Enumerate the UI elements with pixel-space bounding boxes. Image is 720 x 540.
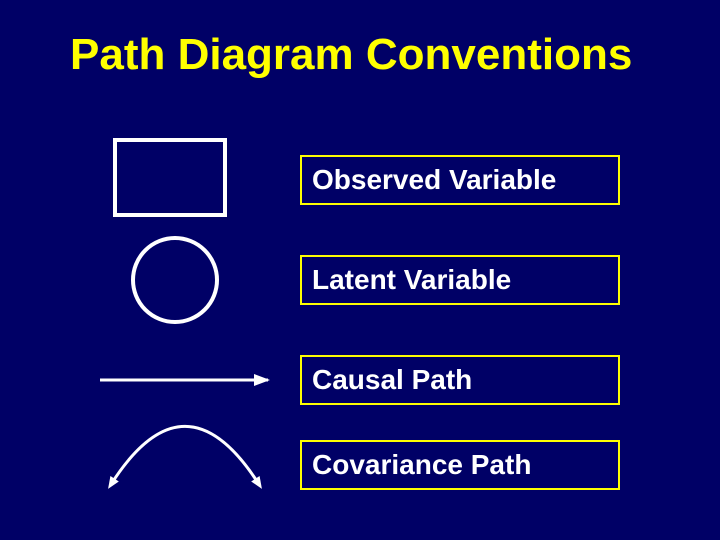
symbol-latent-circle [129,234,221,326]
legend-label-latent: Latent Variable [312,264,511,296]
legend-box-covariance: Covariance Path [300,440,620,490]
legend-label-observed: Observed Variable [312,164,556,196]
legend-box-observed: Observed Variable [300,155,620,205]
symbol-causal-arrow [92,372,278,388]
legend-label-covariance: Covariance Path [312,449,531,481]
symbol-observed-rect [111,136,229,219]
legend-label-causal: Causal Path [312,364,472,396]
symbol-covariance-arc [103,421,267,499]
legend-box-causal: Causal Path [300,355,620,405]
slide: Path Diagram Conventions Observed Variab… [0,0,720,540]
legend-box-latent: Latent Variable [300,255,620,305]
slide-title: Path Diagram Conventions [70,30,632,80]
